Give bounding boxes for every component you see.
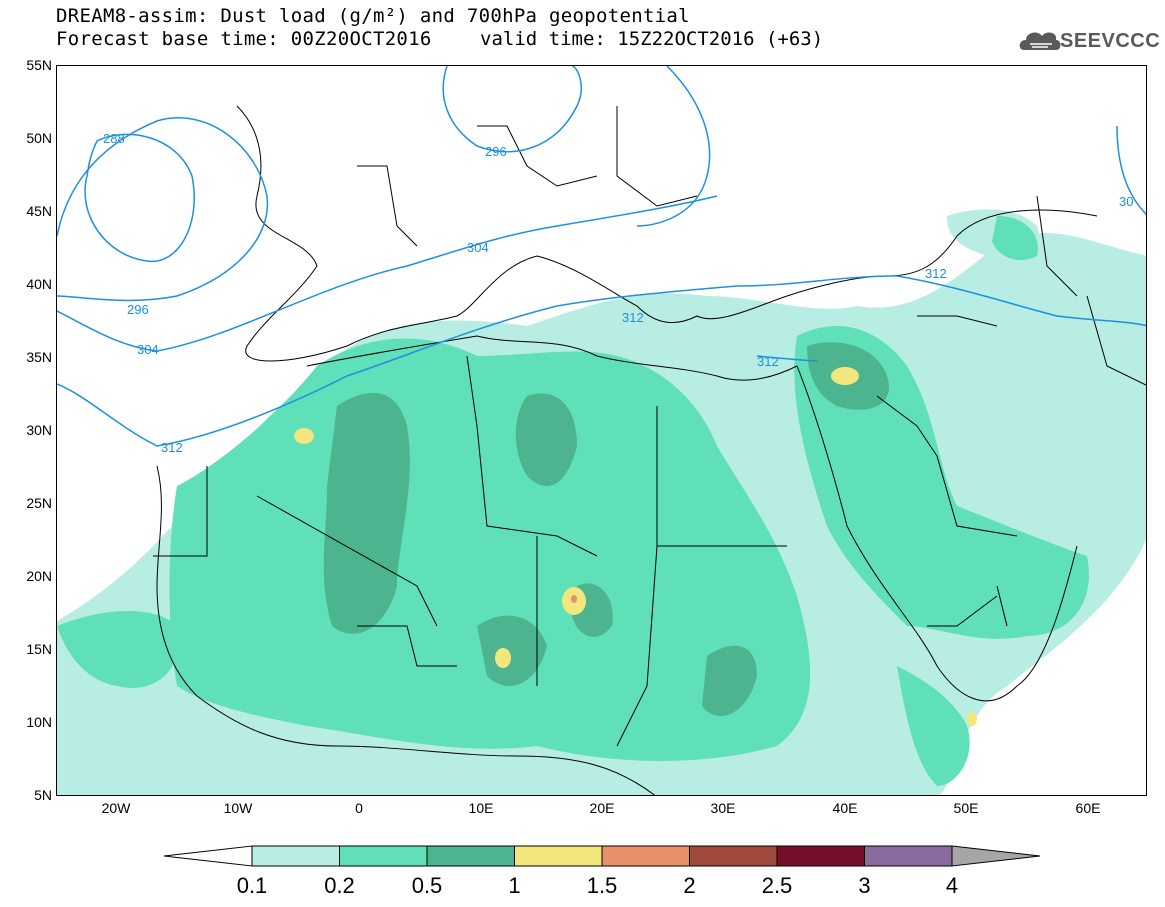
colorbar-over-triangle <box>951 845 1041 867</box>
colorbar-tick-label: 1 <box>508 873 521 898</box>
colorbar-tick-label: 0.5 <box>411 873 443 898</box>
lon-label: 50E <box>953 800 979 816</box>
lat-label: 20N <box>26 568 52 584</box>
colorbar-tick-label: 1.5 <box>586 873 618 898</box>
colorbar-cell <box>514 845 603 867</box>
colorbar-tick-label: 2 <box>683 873 696 898</box>
colorbar-cell <box>864 845 953 867</box>
colorbar-cell <box>601 845 690 867</box>
colorbar <box>163 845 1041 867</box>
lon-label: 20W <box>101 800 131 816</box>
colorbar-tick-label: 4 <box>945 873 959 898</box>
lon-label: 60E <box>1075 800 1101 816</box>
colorbar-cell <box>339 845 428 867</box>
contour-296-west <box>57 117 269 302</box>
valid-time: valid time: 15Z22OCT2016 (+63) <box>480 28 824 50</box>
contour-label: 304 <box>137 342 159 357</box>
lat-label: 10N <box>26 714 52 730</box>
contour-label: 288 <box>103 131 125 146</box>
contour-label: 304 <box>467 240 489 255</box>
contour-label: 30 <box>1119 194 1133 209</box>
colorbar-tick-label: 2.5 <box>761 873 793 898</box>
contour-label: 296 <box>485 144 507 159</box>
lat-label: 30N <box>26 422 52 438</box>
lon-label: 30E <box>710 800 736 816</box>
contour-312 <box>57 275 1146 447</box>
contour-label: 296 <box>127 302 149 317</box>
map-title: DREAM8-assim: Dust load (g/m²) and 700hP… <box>56 5 690 27</box>
contour-labels: 288 296 296 304 304 30 312 312 312 312 <box>103 131 1133 455</box>
colorbar-tick-label: 3 <box>858 873 871 898</box>
lat-label: 50N <box>26 130 52 146</box>
contour-312-east <box>756 355 818 362</box>
colorbar-under-triangle <box>163 845 253 867</box>
lon-label: 0 <box>355 800 363 816</box>
contour-label: 312 <box>622 310 644 325</box>
lon-label: 10W <box>223 800 253 816</box>
dust-layer-0.2 <box>57 216 1089 786</box>
dust-map: 288 296 296 304 304 30 312 312 312 312 <box>56 65 1147 796</box>
logo-text: SEEVCCC <box>1060 30 1161 52</box>
colorbar-tick-label: 0.2 <box>324 873 355 898</box>
lat-label: 5N <box>34 787 52 803</box>
lat-label: 15N <box>26 641 52 657</box>
lat-label: 35N <box>26 349 52 365</box>
lat-label: 55N <box>26 57 52 73</box>
contour-296-europe <box>442 66 582 153</box>
contour-label: 312 <box>757 354 779 369</box>
lon-label: 40E <box>832 800 858 816</box>
colorbar-cell <box>426 845 515 867</box>
contour-label: 312 <box>925 266 947 281</box>
lat-label: 45N <box>26 203 52 219</box>
contour-label: 312 <box>161 440 183 455</box>
contour-288 <box>84 133 195 263</box>
colorbar-cell <box>689 845 778 867</box>
dust-layer-1.5 <box>571 595 577 603</box>
colorbar-tick-label: 0.1 <box>236 873 268 898</box>
lon-label: 10E <box>468 800 494 816</box>
colorbar-cell <box>776 845 865 867</box>
contour-296-east <box>636 66 711 227</box>
contour-304 <box>57 195 718 352</box>
cloud-logo-icon <box>1019 32 1061 50</box>
forecast-base-time: Forecast base time: 00Z20OCT2016 <box>56 28 432 50</box>
lat-label: 25N <box>26 495 52 511</box>
colorbar-cell <box>251 845 340 867</box>
lat-label: 40N <box>26 276 52 292</box>
lon-label: 20E <box>589 800 615 816</box>
geopotential-contours <box>57 66 1146 447</box>
contour-30x <box>1116 125 1146 215</box>
